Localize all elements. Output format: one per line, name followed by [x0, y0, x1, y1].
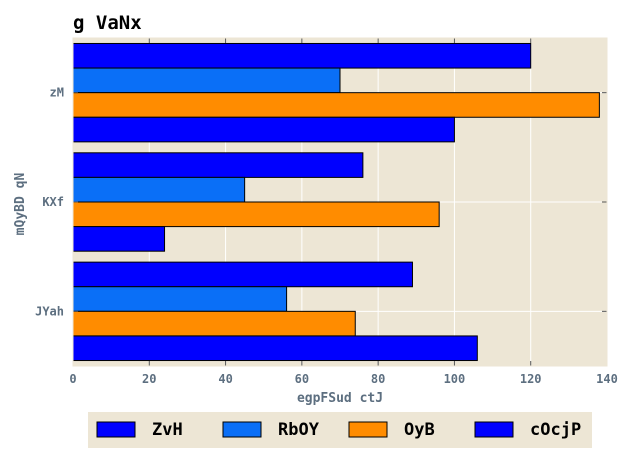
legend-swatch [348, 421, 388, 438]
legend: ZvH RbOY OyB cOcjP [88, 412, 592, 448]
bar [72, 152, 364, 178]
bar [72, 176, 246, 203]
legend-swatch [474, 421, 514, 438]
y-tick-label: KXf [42, 195, 64, 209]
y-axis-ticks: JYah KXf zM [35, 86, 607, 318]
bar [72, 67, 341, 94]
chart-title: g VaNx [73, 12, 142, 34]
bar [72, 92, 600, 118]
bar [72, 116, 455, 143]
legend-label: ZvH [152, 420, 183, 440]
bar [72, 286, 288, 312]
bar [72, 42, 532, 69]
x-axis-label: egpFSud ctJ [297, 391, 383, 406]
y-axis-label: mQyBD qN [13, 173, 28, 236]
y-tick-label: JYah [35, 304, 64, 318]
x-tick-label: 140 [596, 372, 618, 386]
x-axis-ticks: 0 20 40 60 80 100 120 140 [69, 38, 618, 386]
x-tick-label: 20 [142, 372, 156, 386]
bar [72, 310, 356, 337]
x-tick-label: 120 [520, 372, 542, 386]
x-tick-label: 40 [218, 372, 232, 386]
plot-border [72, 37, 608, 367]
x-tick-label: 0 [69, 372, 76, 386]
legend-label: RbOY [278, 420, 320, 440]
bar [72, 226, 166, 252]
x-tick-label: 80 [371, 372, 385, 386]
bar [72, 201, 440, 228]
legend-swatch [222, 421, 262, 438]
x-tick-label: 60 [295, 372, 309, 386]
bar [72, 335, 478, 362]
legend-label: cOcjP [530, 420, 581, 440]
bars [72, 42, 600, 362]
y-tick-label: zM [50, 86, 64, 100]
legend-label: OyB [404, 420, 435, 440]
bar [72, 261, 413, 288]
x-tick-label: 100 [444, 372, 466, 386]
legend-swatch [96, 421, 136, 438]
